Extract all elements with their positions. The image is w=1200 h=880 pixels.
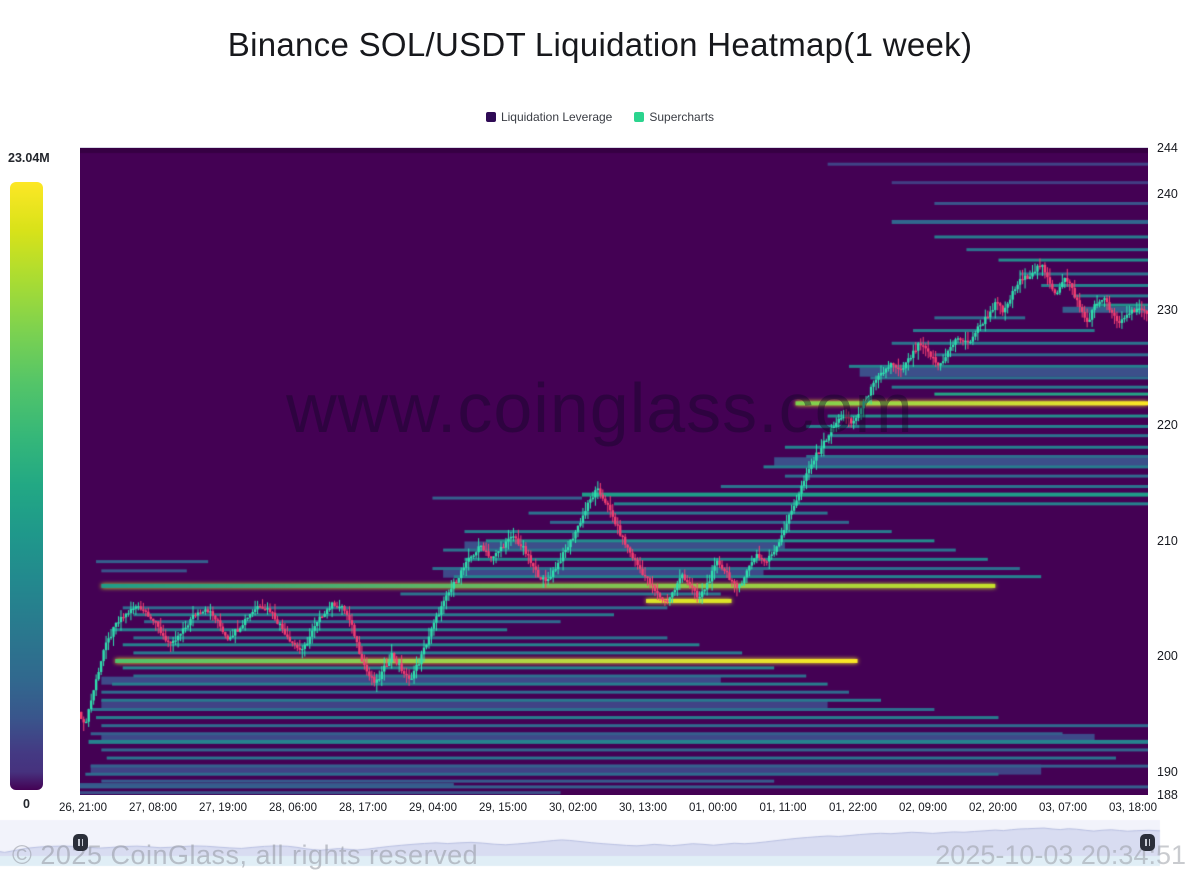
x-axis-tick: 28, 06:00 bbox=[269, 802, 317, 814]
legend: Liquidation Leverage Supercharts bbox=[0, 110, 1200, 124]
y-axis-tick: 190 bbox=[1157, 764, 1178, 779]
x-axis-tick: 01, 22:00 bbox=[829, 802, 877, 814]
x-axis-tick: 29, 04:00 bbox=[409, 802, 457, 814]
colorbar-max-label: 23.04M bbox=[8, 151, 50, 165]
x-axis-tick: 02, 20:00 bbox=[969, 802, 1017, 814]
grip-icon bbox=[1148, 839, 1150, 846]
grip-icon bbox=[81, 839, 83, 846]
legend-label: Supercharts bbox=[649, 110, 715, 124]
heatmap-canvas[interactable] bbox=[80, 148, 1148, 795]
y-axis-tick: 220 bbox=[1157, 418, 1178, 433]
x-axis-tick: 28, 17:00 bbox=[339, 802, 387, 814]
navigator-left-handle[interactable] bbox=[73, 834, 88, 851]
x-axis-tick: 02, 09:00 bbox=[899, 802, 947, 814]
grip-icon bbox=[78, 839, 80, 846]
x-axis-tick: 03, 07:00 bbox=[1039, 802, 1087, 814]
y-axis-tick: 230 bbox=[1157, 302, 1178, 317]
legend-label: Liquidation Leverage bbox=[500, 110, 613, 124]
legend-swatch-supercharts-icon bbox=[634, 112, 645, 122]
y-axis-tick: 240 bbox=[1157, 187, 1178, 202]
x-axis-tick: 27, 19:00 bbox=[199, 802, 247, 814]
y-axis-tick: 244 bbox=[1157, 141, 1178, 155]
x-axis-tick: 26, 21:00 bbox=[59, 802, 107, 814]
x-axis-tick: 01, 00:00 bbox=[689, 802, 737, 814]
x-axis-tick: 01, 11:00 bbox=[759, 802, 807, 814]
x-axis-tick: 29, 15:00 bbox=[479, 802, 527, 814]
legend-item-supercharts[interactable]: Supercharts bbox=[634, 110, 714, 124]
legend-item-liquidation-leverage[interactable]: Liquidation Leverage bbox=[485, 110, 613, 124]
colorbar-min-label: 0 bbox=[23, 797, 30, 811]
y-axis-tick: 200 bbox=[1157, 649, 1178, 664]
y-axis-tick: 210 bbox=[1157, 533, 1178, 548]
y-axis-tick: 188 bbox=[1157, 788, 1178, 802]
navigator-track[interactable] bbox=[0, 818, 1200, 870]
x-axis-tick: 30, 13:00 bbox=[619, 802, 667, 814]
x-axis-tick: 03, 18:00 bbox=[1109, 802, 1157, 814]
plot-top-border bbox=[80, 147, 1148, 148]
navigator-right-handle[interactable] bbox=[1140, 834, 1155, 851]
legend-swatch-liquidation-icon bbox=[485, 112, 496, 122]
colorbar bbox=[10, 182, 43, 790]
copyright-text: © 2025 CoinGlass, all rights reserved bbox=[12, 840, 479, 870]
x-axis-tick: 27, 08:00 bbox=[129, 802, 177, 814]
page-title: Binance SOL/USDT Liquidation Heatmap(1 w… bbox=[227, 26, 973, 63]
grip-icon bbox=[1145, 839, 1147, 846]
x-axis-tick: 30, 02:00 bbox=[549, 802, 597, 814]
